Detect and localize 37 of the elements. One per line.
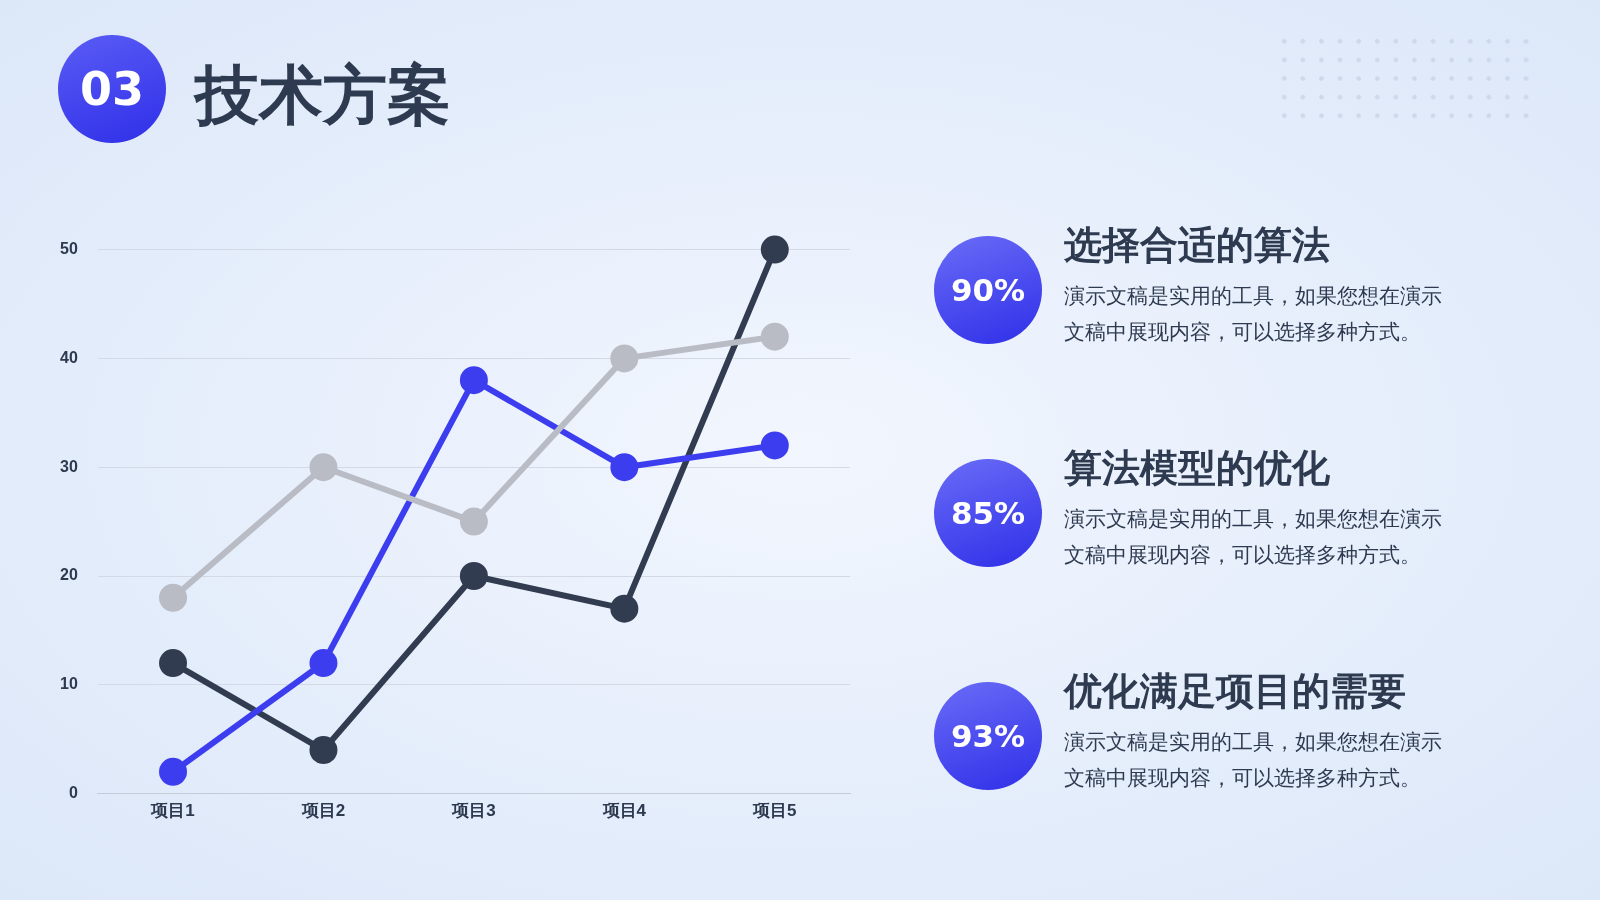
y-tick-label: 0	[68, 784, 78, 802]
point	[309, 736, 338, 765]
y-tick-label: 50	[60, 240, 78, 258]
x-tick-label: 项目2	[300, 801, 346, 821]
x-tick-label: 项目3	[451, 801, 496, 821]
point	[309, 649, 338, 678]
x-tick-label: 项目4	[601, 801, 647, 821]
text: 90%	[950, 272, 1026, 308]
y-tick-label: 20	[60, 566, 78, 584]
point	[159, 649, 188, 678]
x-tick-label: 项目5	[752, 801, 797, 821]
point	[760, 322, 789, 351]
point	[309, 453, 338, 482]
x-tick-label: 项目1	[150, 801, 195, 821]
point	[610, 453, 639, 482]
text: 演示文稿是实用的工具，如果您想在演示文稿中展现内容，可以选择多种方式。	[1064, 729, 1443, 792]
chart-title: 技术方案	[195, 57, 451, 134]
text: 03	[58, 35, 166, 143]
category-label: 优化满足项目的需要	[1064, 668, 1406, 715]
category-label: 选择合适的算法	[1064, 222, 1330, 269]
point	[159, 757, 188, 786]
point	[760, 431, 789, 460]
point	[760, 235, 789, 264]
text: 85%	[950, 495, 1026, 531]
text: 演示文稿是实用的工具，如果您想在演示文稿中展现内容，可以选择多种方式。	[1064, 506, 1443, 569]
point	[459, 507, 488, 536]
point	[459, 562, 488, 590]
text: 93%	[950, 718, 1026, 754]
y-tick-label: 40	[60, 348, 78, 366]
point	[610, 594, 639, 623]
point	[159, 583, 188, 612]
y-tick-label: 30	[60, 457, 78, 475]
text: 演示文稿是实用的工具，如果您想在演示文稿中展现内容，可以选择多种方式。	[1064, 283, 1443, 346]
point	[459, 366, 488, 395]
y-tick-label: 10	[60, 675, 78, 693]
point	[610, 344, 639, 373]
category-label: 算法模型的优化	[1064, 445, 1330, 492]
